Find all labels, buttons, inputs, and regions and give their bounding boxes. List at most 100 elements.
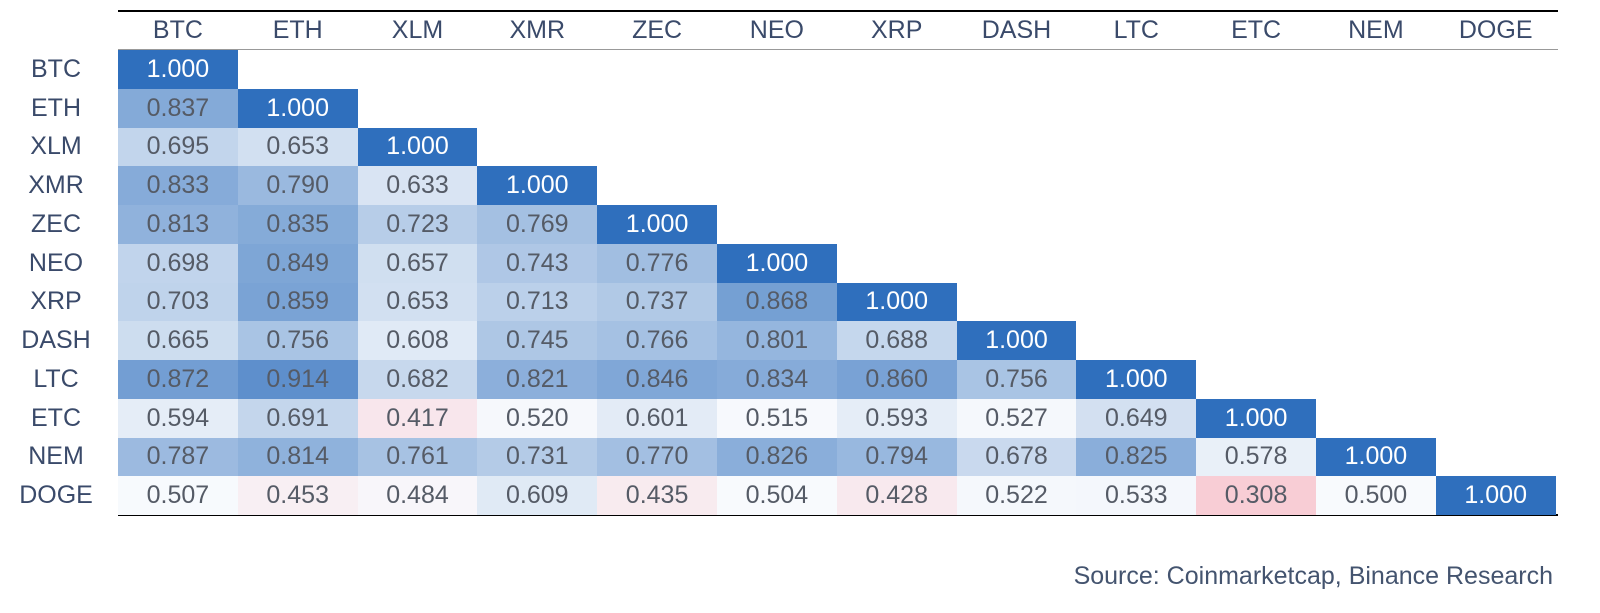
correlation-cell: 0.770 [597, 437, 717, 477]
correlation-cell: 0.435 [597, 476, 717, 515]
correlation-cell: 0.428 [836, 476, 957, 515]
correlation-cell: 0.723 [357, 205, 478, 244]
correlation-cell: 0.834 [717, 360, 837, 399]
correlation-cell: 0.821 [477, 360, 598, 399]
row-header: ZEC [31, 209, 81, 238]
correlation-cell: 1.000 [1316, 437, 1436, 477]
correlation-cell: 0.731 [477, 437, 598, 477]
correlation-cell: 0.833 [118, 166, 238, 205]
correlation-cell: 0.578 [1196, 437, 1316, 477]
row-header: BTC [31, 54, 81, 83]
column-header: BTC [152, 16, 203, 44]
correlation-cell: 0.649 [1076, 398, 1197, 438]
column-header: LTC [1113, 16, 1159, 44]
correlation-cell: 0.814 [237, 437, 358, 477]
correlation-cell: 0.703 [118, 282, 238, 322]
correlation-cell: 0.914 [237, 360, 358, 399]
header-rule [118, 49, 1558, 50]
correlation-cell: 0.533 [1076, 476, 1197, 515]
correlation-cell: 0.737 [597, 282, 717, 322]
correlation-cell: 0.688 [836, 321, 957, 360]
row-header: DOGE [19, 481, 93, 510]
correlation-cell: 1.000 [1076, 360, 1197, 399]
correlation-cell: 0.522 [956, 476, 1077, 515]
source-note: Source: Coinmarketcap, Binance Research [1073, 562, 1553, 590]
column-header: XMR [509, 16, 566, 44]
row-header: LTC [33, 364, 79, 393]
correlation-cell: 0.308 [1196, 476, 1316, 515]
correlation-cell: 0.872 [118, 360, 238, 399]
correlation-cell: 1.000 [1196, 398, 1316, 438]
column-header: NEO [749, 16, 804, 44]
correlation-cell: 0.801 [717, 321, 837, 360]
correlation-cell: 1.000 [836, 282, 957, 322]
top-rule [118, 10, 1558, 12]
correlation-cell: 0.776 [597, 243, 717, 283]
correlation-cell: 0.657 [357, 243, 478, 283]
column-header: DOGE [1458, 16, 1533, 44]
correlation-cell: 0.826 [717, 437, 837, 477]
correlation-cell: 0.682 [357, 360, 478, 399]
correlation-cell: 0.678 [956, 437, 1077, 477]
correlation-cell: 0.787 [118, 437, 238, 477]
correlation-cell: 0.695 [118, 127, 238, 167]
correlation-cell: 0.849 [237, 243, 358, 283]
bottom-rule [118, 514, 1558, 516]
correlation-cell: 1.000 [597, 205, 717, 244]
column-header: XLM [391, 16, 444, 44]
correlation-cell: 0.601 [597, 398, 717, 438]
correlation-cell: 0.500 [1316, 476, 1436, 515]
correlation-cell: 0.743 [477, 243, 598, 283]
correlation-cell: 0.794 [836, 437, 957, 477]
correlation-cell: 0.507 [118, 476, 238, 515]
correlation-cell: 0.653 [357, 282, 478, 322]
correlation-cell: 0.756 [237, 321, 358, 360]
correlation-cell: 0.713 [477, 282, 598, 322]
row-header: ETH [31, 93, 81, 122]
correlation-cell: 0.825 [1076, 437, 1197, 477]
correlation-cell: 1.000 [118, 50, 238, 89]
column-header: ETC [1231, 16, 1282, 44]
row-header: ETC [31, 403, 81, 432]
correlation-cell: 0.835 [237, 205, 358, 244]
correlation-cell: 0.790 [237, 166, 358, 205]
row-header: NEO [28, 248, 84, 277]
correlation-cell: 1.000 [717, 243, 837, 283]
correlation-cell: 0.417 [357, 398, 478, 438]
column-header: DASH [981, 16, 1052, 44]
column-header: NEM [1348, 16, 1404, 44]
correlation-cell: 1.000 [1435, 476, 1556, 515]
correlation-cell: 0.594 [118, 398, 238, 438]
correlation-cell: 1.000 [357, 127, 478, 167]
correlation-cell: 0.860 [836, 360, 957, 399]
correlation-cell: 0.484 [357, 476, 478, 515]
correlation-cell: 0.608 [357, 321, 478, 360]
correlation-cell: 0.769 [477, 205, 598, 244]
correlation-cell: 1.000 [477, 166, 598, 205]
correlation-cell: 0.609 [477, 476, 598, 515]
correlation-cell: 0.745 [477, 321, 598, 360]
correlation-cell: 0.813 [118, 205, 238, 244]
correlation-cell: 0.665 [118, 321, 238, 360]
correlation-cell: 0.453 [237, 476, 358, 515]
row-header: XMR [28, 171, 84, 200]
correlation-cell: 0.653 [237, 127, 358, 167]
correlation-cell: 0.691 [237, 398, 358, 438]
correlation-cell: 0.766 [597, 321, 717, 360]
row-header: XLM [30, 132, 82, 161]
correlation-cell: 1.000 [237, 88, 358, 128]
correlation-cell: 0.593 [836, 398, 957, 438]
row-header: XRP [30, 287, 82, 316]
correlation-cell: 0.868 [717, 282, 837, 322]
column-header: ZEC [632, 16, 683, 44]
row-header: NEM [28, 442, 84, 471]
correlation-cell: 0.698 [118, 243, 238, 283]
correlation-cell: 0.527 [956, 398, 1077, 438]
correlation-cell: 0.761 [357, 437, 478, 477]
correlation-cell: 1.000 [956, 321, 1077, 360]
correlation-cell: 0.859 [237, 282, 358, 322]
correlation-cell: 0.846 [597, 360, 717, 399]
correlation-cell: 0.633 [357, 166, 478, 205]
correlation-cell: 0.756 [956, 360, 1077, 399]
